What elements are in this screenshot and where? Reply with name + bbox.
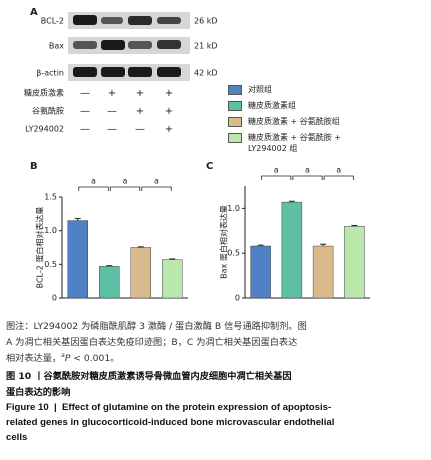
blot-images	[68, 12, 190, 81]
p-symbol: P	[64, 353, 71, 364]
panel-label: A	[30, 7, 38, 18]
treatment-sign: —	[80, 106, 90, 117]
significance-label: a	[91, 177, 96, 186]
y-axis-label: Bax 蛋白相对表达量	[219, 205, 229, 279]
legend-item: 糖皮质激素 + 谷氨酰胺组	[228, 116, 378, 127]
blot-band	[128, 16, 152, 25]
caption-title: 蛋白表达的影响	[6, 387, 71, 398]
legend-swatch	[228, 133, 242, 143]
significance-bracket	[141, 186, 172, 191]
panel-label: B	[30, 161, 38, 172]
blot-size-label: 26 kD	[194, 17, 218, 26]
legend-swatch	[228, 85, 242, 95]
caption-text: < 0.001。	[70, 353, 120, 364]
significance-label: a	[123, 177, 128, 186]
blot-band	[157, 40, 181, 49]
bar	[281, 201, 303, 299]
legend-label: 糖皮质激素 + 谷氨酰胺组	[248, 117, 340, 126]
caption-note: 相对表达量，aP < 0.001。	[6, 350, 119, 364]
legend-swatch	[228, 101, 242, 111]
treatment-sign: +	[108, 88, 116, 99]
legend-label: 对照组	[248, 85, 272, 94]
bar	[250, 245, 271, 299]
blot-band	[73, 15, 97, 25]
significance-label: a	[305, 166, 310, 175]
bar	[67, 220, 88, 299]
significance-label: a	[274, 166, 279, 175]
significance-label: a	[154, 177, 159, 186]
caption-title-en: cells	[6, 432, 28, 443]
blot-protein-label: β-actin	[36, 69, 64, 78]
treatment-sign: +	[136, 106, 144, 117]
treatment-sign: —	[80, 88, 90, 99]
treatment-sign: +	[165, 88, 173, 99]
bar	[344, 226, 365, 299]
caption-title-en: Figure 10 | Effect of glutamine on the p…	[6, 402, 332, 413]
treatment-label: LY294002	[25, 125, 64, 134]
significance-bracket	[78, 186, 109, 191]
blot-band	[128, 41, 152, 49]
treatment-sign: +	[165, 106, 173, 117]
y-axis-label: BCL-2 蛋白相对表达量	[35, 207, 45, 289]
treatment-sign: —	[107, 124, 117, 135]
legend-swatch	[228, 117, 242, 127]
blot-protein-label: BCL-2	[41, 17, 64, 26]
bar	[99, 266, 120, 299]
caption-title-en: related genes in glucocorticoid-induced …	[6, 417, 335, 428]
blot-band	[101, 40, 125, 50]
y-tick-label: 1.0	[44, 226, 57, 235]
y-tick-label: 1.0	[227, 204, 240, 213]
bar	[162, 259, 183, 299]
significance-label: a	[336, 166, 341, 175]
blot-band	[101, 17, 123, 24]
legend-label: 糖皮质激素 + 谷氨酰胺 + LY294002 组	[248, 133, 342, 153]
blot-band	[101, 67, 125, 77]
caption-note: 图注：LY294002 为磷脂酰肌醇 3 激酶 / 蛋白激酶 B 信号通路抑制剂…	[6, 321, 307, 332]
blot-band	[157, 67, 181, 77]
legend: 对照组糖皮质激素组糖皮质激素 + 谷氨酰胺组糖皮质激素 + 谷氨酰胺 + LY2…	[228, 84, 378, 159]
treatment-sign: +	[165, 124, 173, 135]
y-tick-label: 0	[52, 294, 57, 303]
y-tick-label: 0.5	[44, 260, 57, 269]
legend-item: 糖皮质激素组	[228, 100, 378, 111]
blot-band	[157, 17, 181, 24]
legend-item: 对照组	[228, 84, 378, 95]
treatment-sign: —	[135, 124, 145, 135]
treatment-sign: +	[136, 88, 144, 99]
figure-graphics: A BCL-2 26 kD Bax 21 kD β-actin 42 kD 糖皮质激素 — + +…	[24, 7, 370, 303]
bar	[130, 247, 151, 299]
blot-band	[128, 67, 152, 77]
y-tick-label: 1.5	[44, 193, 57, 202]
caption-note: A 为凋亡相关基因蛋白表达免疫印迹图；B，C 为凋亡相关基因蛋白表达	[6, 337, 298, 348]
significance-bracket	[261, 175, 292, 180]
bar	[312, 245, 334, 299]
caption-title: 图 10 丨谷氨酰胺对糖皮质激素诱导骨微血管内皮细胞中凋亡相关基因	[6, 371, 292, 382]
treatment-sign: —	[80, 124, 90, 135]
treatment-sign: —	[107, 106, 117, 117]
treatment-label: 糖皮质激素	[24, 88, 64, 98]
blot-band	[73, 41, 97, 49]
significance-bracket	[292, 175, 323, 180]
y-tick-label: 0	[235, 294, 240, 303]
blot-protein-label: Bax	[49, 42, 64, 51]
legend-label: 糖皮质激素组	[248, 101, 296, 110]
treatment-label: 谷氨酰胺	[32, 106, 64, 116]
panel-label: C	[206, 161, 213, 172]
y-tick-label: 0.5	[227, 249, 240, 258]
significance-bracket	[109, 186, 141, 191]
legend-item: 糖皮质激素 + 谷氨酰胺 + LY294002 组	[228, 132, 378, 154]
blot-size-label: 21 kD	[194, 42, 218, 51]
blot-size-label: 42 kD	[194, 69, 218, 78]
caption-text: 相对表达量，	[6, 353, 62, 364]
blot-band	[73, 67, 97, 77]
significance-mark: a	[61, 351, 65, 359]
significance-bracket	[323, 175, 354, 180]
